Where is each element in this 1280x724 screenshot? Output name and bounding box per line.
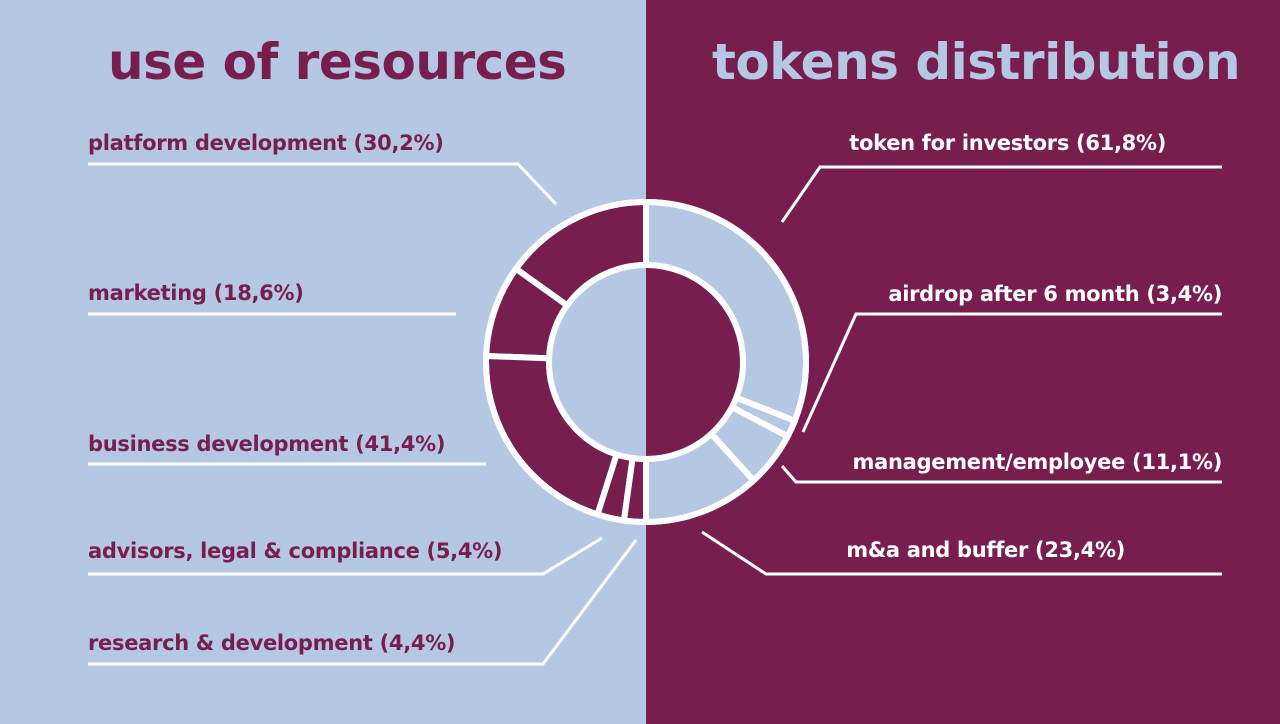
leader-line-airdrop bbox=[801, 312, 1222, 433]
leader-line-investors bbox=[780, 165, 1222, 223]
label-management-employee: management/employee (11,1%) bbox=[852, 450, 1223, 474]
label-marketing: marketing (18,6%) bbox=[88, 281, 304, 305]
label-m-and-a-buffer: m&a and buffer (23,4%) bbox=[846, 538, 1125, 562]
label-platform-development: platform development (30,2%) bbox=[88, 131, 444, 155]
label-advisors-legal-compliance: advisors, legal & compliance (5,4%) bbox=[88, 539, 503, 563]
leader-line-advisors bbox=[88, 536, 603, 576]
label-airdrop: airdrop after 6 month (3,4%) bbox=[888, 282, 1222, 306]
leader-line-management bbox=[780, 465, 1222, 484]
leader-line-platform-development bbox=[88, 162, 558, 206]
distribution-title: tokens distribution bbox=[712, 33, 1241, 91]
resources-title: use of resources bbox=[108, 33, 567, 91]
inner-disc-right bbox=[646, 265, 743, 459]
label-research-development: research & development (4,4%) bbox=[88, 631, 456, 655]
leader-lines bbox=[88, 162, 1222, 666]
leader-line-buffer bbox=[701, 530, 1222, 576]
leader-line-research bbox=[88, 539, 638, 666]
label-token-for-investors: token for investors (61,8%) bbox=[849, 131, 1166, 155]
label-business-development: business development (41,4%) bbox=[88, 432, 446, 456]
